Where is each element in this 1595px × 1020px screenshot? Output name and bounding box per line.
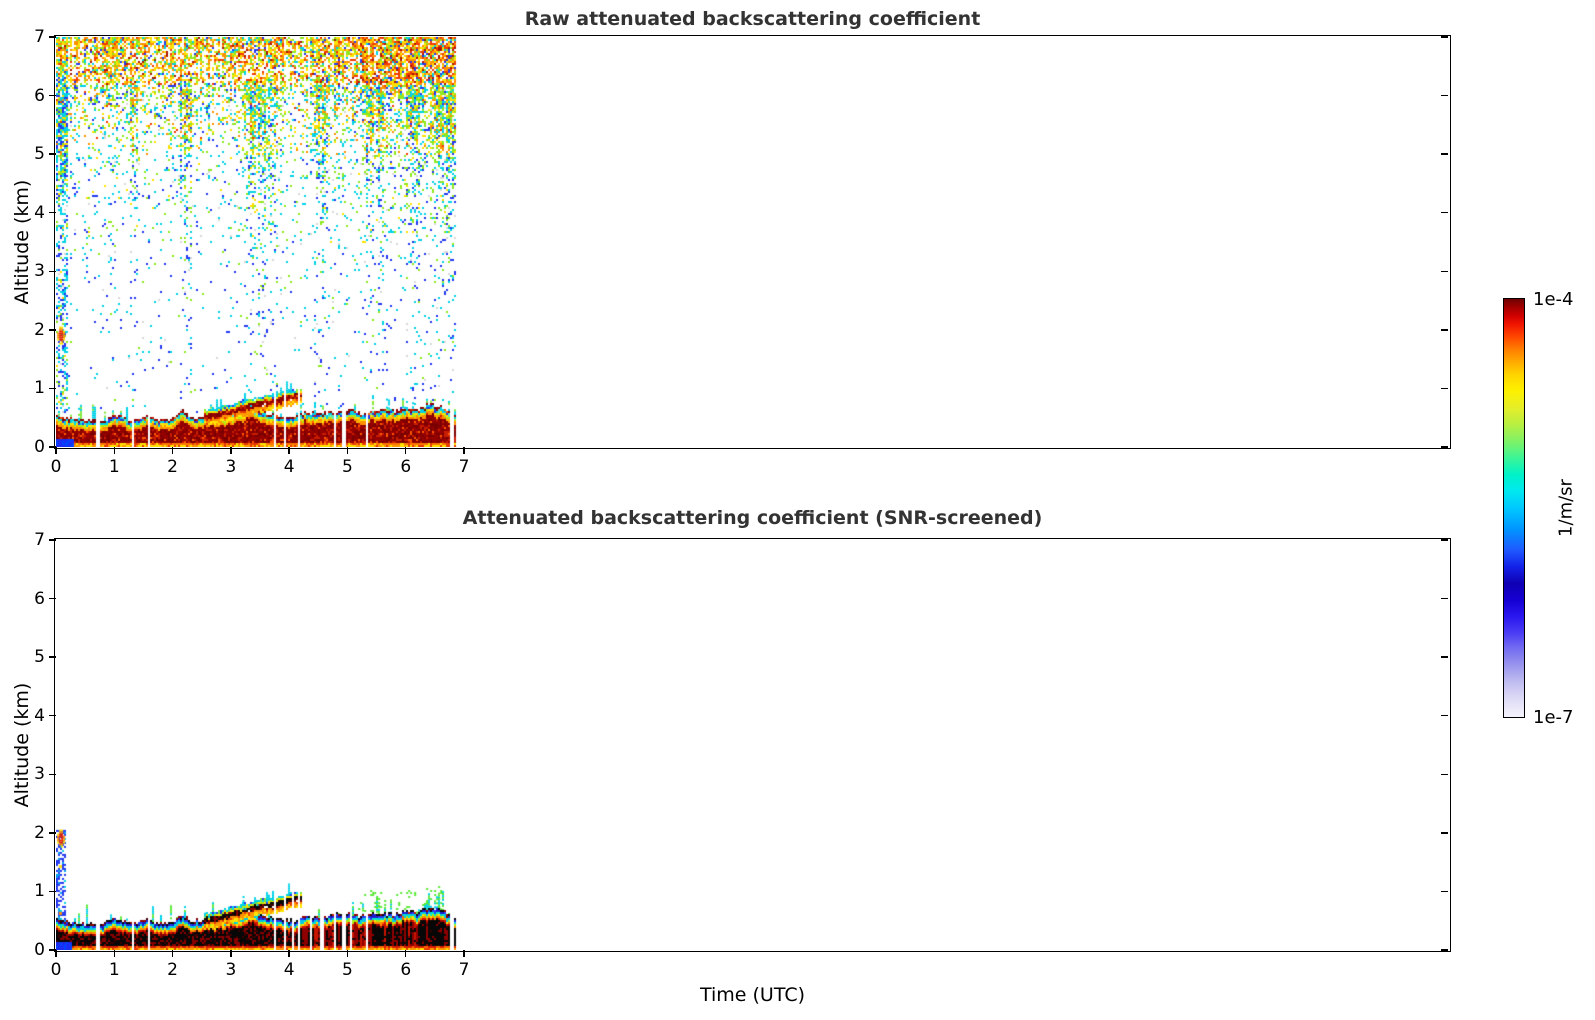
y-axis-label-bottom: Altitude (km)	[11, 682, 33, 808]
colorbar-max-label: 1e-4	[1533, 289, 1574, 310]
y-tick-label: 7	[34, 530, 45, 550]
y-tick-right	[1440, 387, 1448, 390]
colorbar	[1503, 298, 1525, 718]
x-tick	[404, 950, 407, 957]
x-tick-label: 1	[108, 960, 120, 980]
y-tick	[49, 773, 56, 776]
x-axis-label: Time (UTC)	[699, 984, 806, 1006]
x-tick	[346, 950, 349, 957]
y-tick-label: 4	[34, 202, 45, 223]
y-tick-right	[1440, 714, 1448, 717]
y-tick	[49, 656, 56, 658]
y-tick-right	[1440, 446, 1448, 448]
x-tick-label: 4	[283, 960, 295, 980]
y-tick-label: 2	[34, 319, 45, 340]
y-tick-right	[1440, 656, 1448, 658]
x-tick-label: 7	[458, 960, 470, 980]
x-tick	[463, 447, 465, 454]
y-tick-right	[1440, 211, 1448, 214]
y-tick-right	[1440, 94, 1448, 97]
y-tick-right	[1440, 832, 1448, 834]
x-tick	[288, 950, 290, 957]
y-tick	[49, 36, 56, 38]
y-tick-right	[1440, 36, 1448, 38]
y-tick-right	[1440, 270, 1448, 273]
x-tick-label: 6	[400, 457, 412, 477]
x-tick	[288, 447, 290, 454]
x-tick	[463, 950, 465, 957]
y-tick	[49, 539, 56, 541]
colorbar-units-label: 1/m/sr	[1555, 479, 1577, 537]
x-tick	[230, 447, 232, 454]
x-tick	[230, 950, 232, 957]
y-tick-label: 5	[34, 647, 45, 668]
y-tick-label: 7	[34, 27, 45, 47]
x-tick-label: 2	[167, 457, 178, 477]
y-tick-right	[1440, 539, 1448, 541]
x-tick-label: 0	[50, 960, 62, 980]
colorbar-min-label: 1e-7	[1533, 707, 1574, 728]
y-tick	[49, 94, 56, 97]
x-tick	[171, 950, 174, 957]
y-tick	[49, 211, 56, 214]
x-tick	[346, 447, 349, 454]
y-axis-label-top: Altitude (km)	[11, 179, 33, 305]
y-tick-right	[1440, 153, 1448, 155]
bottom-panel-title: Attenuated backscattering coefficient (S…	[462, 507, 1043, 529]
y-tick-right	[1440, 329, 1448, 331]
y-tick-label: 4	[34, 705, 45, 726]
x-tick	[113, 447, 116, 454]
y-tick-label: 5	[34, 144, 45, 165]
x-tick	[171, 447, 174, 454]
y-tick-right	[1440, 890, 1448, 893]
y-tick	[49, 597, 56, 600]
x-tick	[404, 447, 407, 454]
y-tick	[49, 832, 56, 834]
y-tick-label: 1	[34, 378, 45, 399]
y-tick-label: 0	[34, 940, 45, 960]
x-tick-label: 1	[108, 457, 120, 477]
y-tick	[49, 446, 56, 448]
x-tick-label: 7	[458, 457, 470, 477]
y-tick	[49, 329, 56, 331]
y-tick-label: 6	[34, 85, 45, 106]
y-tick-label: 3	[34, 261, 45, 282]
x-tick-label: 0	[50, 457, 62, 477]
x-tick-label: 3	[225, 457, 237, 477]
y-tick-label: 0	[34, 437, 45, 457]
y-tick-label: 6	[34, 588, 45, 609]
y-tick-right	[1440, 773, 1448, 776]
x-tick	[55, 447, 57, 454]
x-tick-label: 5	[342, 457, 353, 477]
x-tick	[113, 950, 116, 957]
x-tick-label: 2	[167, 960, 178, 980]
x-tick-label: 3	[225, 960, 237, 980]
x-tick-label: 4	[283, 457, 295, 477]
y-tick-right	[1440, 949, 1448, 951]
x-tick-label: 6	[400, 960, 412, 980]
y-tick	[49, 387, 56, 390]
x-tick-label: 5	[342, 960, 353, 980]
y-tick-label: 1	[34, 881, 45, 902]
top-panel-title: Raw attenuated backscattering coefficien…	[524, 8, 981, 30]
raw-backscatter-heatmap	[56, 37, 1449, 447]
y-tick	[49, 949, 56, 951]
y-tick-label: 3	[34, 764, 45, 785]
y-tick	[49, 270, 56, 273]
screened-backscatter-heatmap	[56, 540, 1449, 950]
y-tick	[49, 890, 56, 893]
y-tick-label: 2	[34, 822, 45, 843]
y-tick-right	[1440, 597, 1448, 600]
y-tick	[49, 714, 56, 717]
x-tick	[55, 950, 57, 957]
y-tick	[49, 153, 56, 155]
